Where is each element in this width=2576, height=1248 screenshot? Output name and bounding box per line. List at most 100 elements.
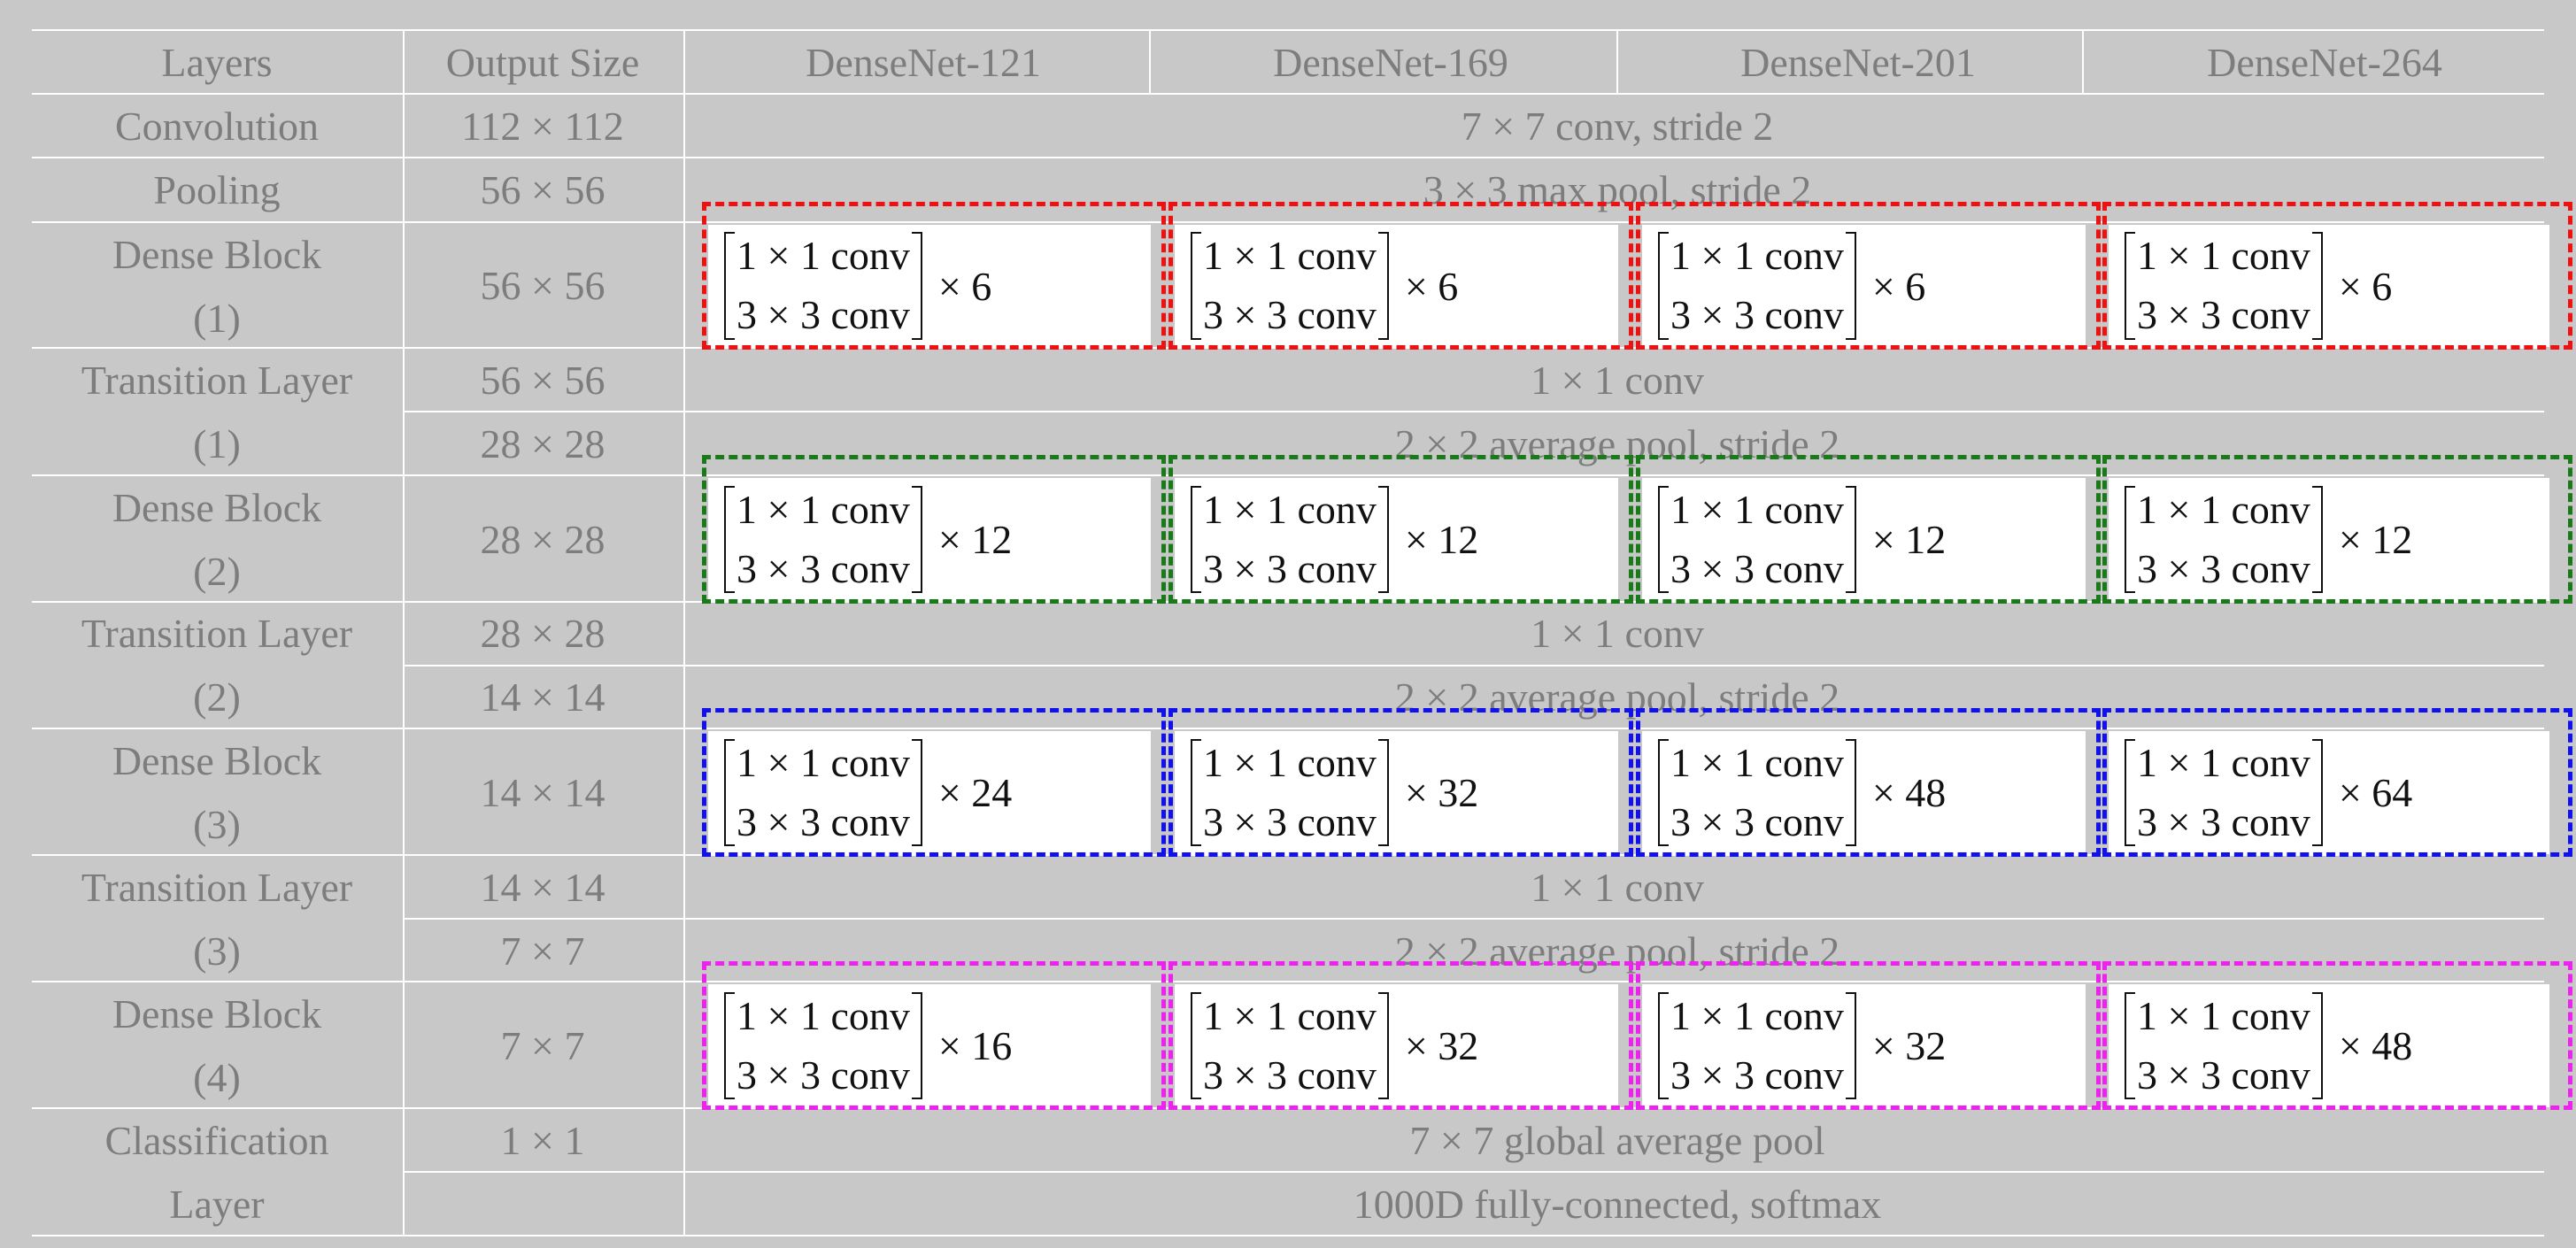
header-densenet-121: DenseNet-121 [806,40,1041,85]
dense-block-1-highlight-box [1636,202,2101,350]
dense-block-4-highlight-box [1168,961,1633,1110]
row-classification-size: 1 × 1 [500,1118,585,1163]
conv-op-1x1: 1 × 1 conv [737,486,910,532]
dense-block-3-highlight-box [702,708,1166,857]
conv-op-1x1: 1 × 1 conv [2137,992,2310,1038]
header-column-rule [1149,29,1151,93]
dense-block-1-highlight-box [702,202,1166,350]
dense-block-4-cell: 1 × 1 conv 3 × 3 conv × 16 [708,984,1151,1107]
table-rule [32,93,2544,95]
conv-op-3x3: 3 × 3 conv [1203,292,1377,337]
conv-op-1x1: 1 × 1 conv [737,992,910,1038]
row-transition-2-label: Transition Layer [81,611,353,656]
table-rule [32,1235,2544,1236]
conv-op-3x3: 3 × 3 conv [2137,798,2310,844]
block-multiplier: × 6 [2338,263,2393,309]
block-multiplier: × 32 [1404,1023,1479,1068]
row-transition-1-index: (1) [193,421,241,466]
row-convolution-label: Convolution [114,104,320,149]
row-dense-block-3-size: 14 × 14 [480,770,605,815]
dense-block-2-cell: 1 × 1 conv 3 × 3 conv × 12 [708,478,1151,601]
conv-op-3x3: 3 × 3 conv [1670,292,1844,337]
block-multiplier: × 64 [2338,770,2413,815]
table-column-rule [403,29,405,1235]
conv-op-3x3: 3 × 3 conv [737,1052,910,1098]
conv-op-1x1: 1 × 1 conv [1670,739,1844,785]
dense-block-2-highlight-box [1636,455,2101,604]
conv-op-1x1: 1 × 1 conv [1670,992,1844,1038]
table-rule [32,981,2544,982]
row-transition-2-size-b: 14 × 14 [480,674,605,720]
row-transition-1-label: Transition Layer [81,358,353,403]
dense-block-4-highlight-box [1636,961,2101,1110]
conv-op-bracket: 1 × 1 conv 3 × 3 conv [2125,481,2323,598]
conv-op-3x3: 3 × 3 conv [737,292,910,337]
row-transition-3-index: (3) [193,928,241,974]
block-multiplier: × 12 [1871,517,1947,562]
conv-op-1x1: 1 × 1 conv [737,233,910,279]
conv-op-3x3: 3 × 3 conv [1203,798,1377,844]
dense-block-3-cell: 1 × 1 conv 3 × 3 conv × 24 [708,731,1151,854]
row-transition-2-size-a: 28 × 28 [480,611,605,656]
dense-block-2-cell: 1 × 1 conv 3 × 3 conv × 12 [1642,478,2086,601]
row-dense-block-1-index: (1) [193,296,241,341]
block-multiplier: × 16 [937,1023,1013,1068]
table-rule [403,411,2544,412]
block-multiplier: × 48 [2338,1023,2413,1068]
block-multiplier: × 48 [1871,770,1947,815]
dense-block-3-highlight-box [1168,708,1633,857]
conv-op-1x1: 1 × 1 conv [1203,739,1377,785]
dense-block-2-highlight-box [1168,455,1633,604]
conv-op-3x3: 3 × 3 conv [2137,292,2310,337]
conv-op-bracket: 1 × 1 conv 3 × 3 conv [1191,481,1389,598]
conv-op-1x1: 1 × 1 conv [2137,739,2310,785]
dense-block-4-highlight-box [702,961,1166,1110]
conv-op-bracket: 1 × 1 conv 3 × 3 conv [724,987,922,1105]
conv-op-3x3: 3 × 3 conv [737,545,910,591]
header-output-size: Output Size [445,40,640,85]
table-rule [32,474,2544,476]
conv-op-1x1: 1 × 1 conv [1203,992,1377,1038]
block-multiplier: × 24 [937,770,1013,815]
table-rule [32,157,2544,158]
block-multiplier: × 6 [937,263,992,309]
conv-op-3x3: 3 × 3 conv [2137,1052,2310,1098]
dense-block-4-cell: 1 × 1 conv 3 × 3 conv × 32 [1642,984,2086,1107]
conv-op-bracket: 1 × 1 conv 3 × 3 conv [1191,734,1389,851]
conv-op-1x1: 1 × 1 conv [1203,486,1377,532]
row-pooling-size: 56 × 56 [480,167,605,212]
header-densenet-169: DenseNet-169 [1273,40,1508,85]
row-transition-3-size-a: 14 × 14 [480,865,605,910]
row-transition-2-conv: 1 × 1 conv [1531,611,1704,656]
row-classification-gap: 7 × 7 global average pool [1409,1118,1825,1163]
conv-op-bracket: 1 × 1 conv 3 × 3 conv [724,481,922,598]
conv-op-bracket: 1 × 1 conv 3 × 3 conv [1191,227,1389,344]
conv-op-3x3: 3 × 3 conv [2137,545,2310,591]
dense-block-2-highlight-box [2102,455,2572,604]
conv-op-3x3: 3 × 3 conv [1670,1052,1844,1098]
header-column-rule [2082,29,2084,93]
conv-op-bracket: 1 × 1 conv 3 × 3 conv [1658,227,1856,344]
row-transition-1-size-b: 28 × 28 [480,421,605,466]
dense-block-2-cell: 1 × 1 conv 3 × 3 conv × 12 [1175,478,1618,601]
row-dense-block-3-label: Dense Block [112,738,322,783]
row-pooling-label: Pooling [153,167,281,212]
table-rule [403,918,2544,920]
conv-op-1x1: 1 × 1 conv [1670,233,1844,279]
dense-block-1-cell: 1 × 1 conv 3 × 3 conv × 6 [2109,225,2549,347]
conv-op-bracket: 1 × 1 conv 3 × 3 conv [2125,987,2323,1105]
table-rule [403,665,2544,666]
block-multiplier: × 12 [937,517,1013,562]
header-densenet-201: DenseNet-201 [1740,40,1976,85]
row-dense-block-3-index: (3) [193,802,241,847]
conv-op-3x3: 3 × 3 conv [1203,545,1377,591]
conv-op-bracket: 1 × 1 conv 3 × 3 conv [724,227,922,344]
block-multiplier: × 32 [1404,770,1479,815]
block-multiplier: × 12 [1404,517,1479,562]
dense-block-1-highlight-box [1168,202,1633,350]
row-classification-fc: 1000D fully-connected, softmax [1353,1182,1882,1227]
table-rule [32,221,2544,223]
row-dense-block-1-size: 56 × 56 [480,263,605,308]
header-densenet-264: DenseNet-264 [2207,40,2442,85]
conv-op-bracket: 1 × 1 conv 3 × 3 conv [724,734,922,851]
